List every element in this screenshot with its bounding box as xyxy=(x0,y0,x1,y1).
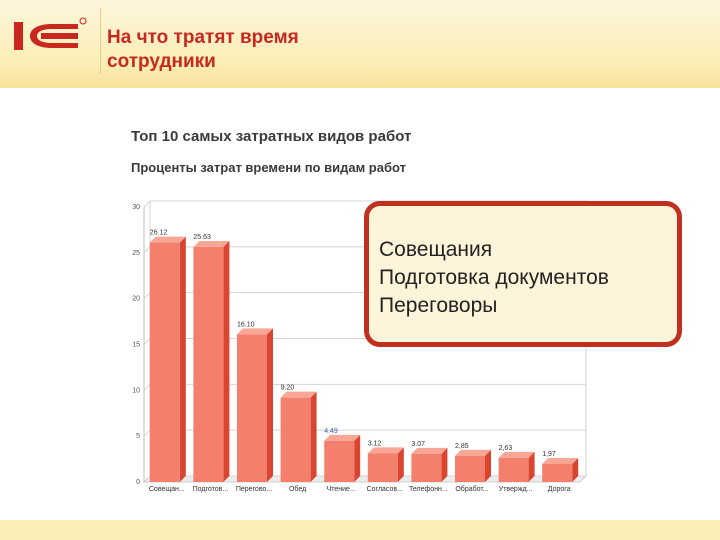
bar-top xyxy=(237,328,273,335)
y-tick-label: 15 xyxy=(132,342,140,349)
y-tick-label: 0 xyxy=(136,479,140,486)
chart-title: Топ 10 самых затратных видов работ xyxy=(131,128,412,145)
y-tick-label: 5 xyxy=(136,433,140,440)
x-tick-label: Утвержд... xyxy=(499,486,533,493)
callout-box: Совещания Подготовка документов Перегово… xyxy=(364,201,682,347)
bar-top xyxy=(280,391,317,398)
bar-side xyxy=(441,447,448,482)
slide-header: На что тратят время сотрудники xyxy=(0,0,720,88)
bar-top xyxy=(367,447,404,454)
bar-top xyxy=(193,241,230,248)
bar xyxy=(280,397,311,482)
bar-side xyxy=(310,391,317,482)
bar-top xyxy=(411,447,448,454)
y-tick-label: 20 xyxy=(132,296,140,303)
bar xyxy=(193,247,224,482)
bar-top xyxy=(542,457,579,464)
bar xyxy=(237,334,267,482)
gridline-diagonal xyxy=(143,246,151,254)
x-tick-label: Согласов... xyxy=(367,486,403,493)
x-tick-label: Совещан... xyxy=(149,486,185,493)
chart-subtitle: Проценты затрат времени по видам работ xyxy=(131,160,406,175)
y-tick-label: 10 xyxy=(132,387,140,394)
bar xyxy=(149,242,180,482)
x-tick-label: Подготов... xyxy=(193,486,229,493)
bar-top xyxy=(149,236,186,243)
slide-title: На что тратят время сотрудники xyxy=(107,26,507,74)
x-tick-label: Перегово... xyxy=(236,486,272,493)
header-divider xyxy=(100,8,101,74)
bar xyxy=(542,463,573,482)
data-label: 2,63 xyxy=(499,445,513,452)
x-tick-label: Чтение... xyxy=(327,486,356,493)
slide-title-line-2: сотрудники xyxy=(107,51,216,72)
bar-side xyxy=(485,449,491,482)
x-tick-label: Телефонн... xyxy=(409,486,448,493)
data-label: 3.07 xyxy=(411,441,425,448)
gridline-diagonal xyxy=(143,429,151,437)
bar-side xyxy=(528,451,535,482)
slide-footer xyxy=(0,520,720,540)
bar-side xyxy=(179,236,186,482)
slide-title-line-1: На что тратят время xyxy=(107,27,299,48)
data-label: 4.49 xyxy=(324,428,338,435)
callout-item-2: Подготовка документов xyxy=(379,266,609,289)
y-tick-label: 30 xyxy=(132,204,140,211)
data-label: 2,85 xyxy=(455,443,469,450)
gridline-diagonal xyxy=(143,292,151,300)
bar-side xyxy=(223,241,230,482)
bar xyxy=(455,455,485,482)
bar xyxy=(367,453,398,482)
data-label: 26.12 xyxy=(150,230,168,237)
callout-item-1: Совещания xyxy=(379,238,493,261)
bar-top xyxy=(498,451,535,458)
bar-top xyxy=(324,434,361,441)
data-label: 16.10 xyxy=(237,321,255,328)
bar-side xyxy=(397,447,404,482)
data-label: 3.12 xyxy=(368,440,382,447)
1c-logo xyxy=(14,17,87,50)
x-tick-label: Обед xyxy=(289,485,306,493)
bar-top xyxy=(455,449,491,456)
x-tick-label: Дорога xyxy=(548,486,571,493)
gridline-diagonal xyxy=(143,200,151,208)
data-label: 9.20 xyxy=(281,385,295,392)
bar-side xyxy=(572,457,579,482)
x-tick-label: Обработ... xyxy=(455,485,488,493)
bar-side xyxy=(267,328,273,482)
callout-item-3: Переговоры xyxy=(379,294,498,317)
bar xyxy=(324,440,355,482)
gridline-diagonal xyxy=(143,338,151,345)
gridline-diagonal xyxy=(143,475,151,483)
bar xyxy=(411,453,442,482)
bar-side xyxy=(354,434,361,482)
data-label: 1,97 xyxy=(542,451,556,458)
data-label: 25.63 xyxy=(193,234,211,241)
bar xyxy=(498,457,529,482)
gridline-diagonal xyxy=(143,383,151,391)
y-tick-label: 25 xyxy=(132,250,140,257)
